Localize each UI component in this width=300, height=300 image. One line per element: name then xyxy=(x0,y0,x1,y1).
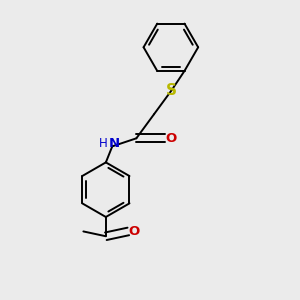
Text: O: O xyxy=(165,132,177,145)
Text: S: S xyxy=(166,83,177,98)
Text: H: H xyxy=(99,137,108,150)
Text: O: O xyxy=(128,225,140,238)
Text: N: N xyxy=(108,137,119,150)
